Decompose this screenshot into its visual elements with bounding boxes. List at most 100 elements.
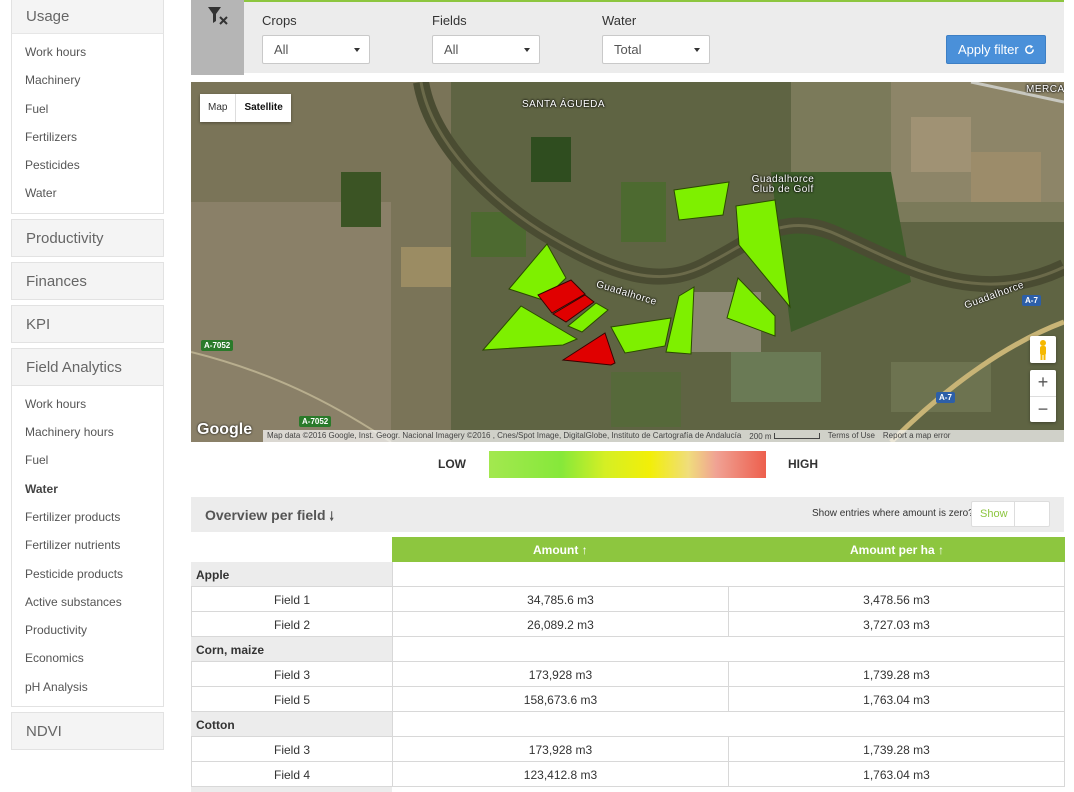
terms-of-use-link[interactable]: Terms of Use xyxy=(827,431,875,440)
field-name: Field 4 xyxy=(191,762,393,787)
road-badge: A-7052 xyxy=(299,416,332,427)
sidebar-item-fa-water[interactable]: Water xyxy=(25,481,58,496)
sidebar-group-kpi[interactable]: KPI xyxy=(11,304,164,343)
pegman-icon xyxy=(1040,340,1046,360)
amount-per-ha-cell: 1,739.28 m3 xyxy=(728,662,1065,687)
overview-title[interactable]: Overview per field 🠓 xyxy=(205,507,334,523)
street-view-pegman[interactable] xyxy=(1030,336,1056,363)
table-row: Field 3 173,928 m3 1,739.28 m3 xyxy=(191,662,1065,687)
arrow-up-icon: ↑ xyxy=(581,543,588,557)
sidebar-group-ndvi[interactable]: NDVI xyxy=(11,712,164,751)
field-polygon xyxy=(561,332,616,366)
chevron-down-icon xyxy=(694,48,700,52)
crop-group-row: Cotton xyxy=(191,712,1065,737)
sidebar-item-fa-ph-analysis[interactable]: pH Analysis xyxy=(25,679,88,694)
field-polygon xyxy=(552,294,595,323)
report-map-error-link[interactable]: Report a map error xyxy=(882,431,951,440)
field-name: Field 5 xyxy=(191,687,393,712)
apply-filter-label: Apply filter xyxy=(958,42,1019,57)
sidebar-item-fa-economics[interactable]: Economics xyxy=(25,651,84,666)
field-polygon xyxy=(481,305,579,351)
sidebar-group-usage[interactable]: Usage xyxy=(11,0,164,34)
column-header-amount[interactable]: Amount ↑ xyxy=(533,543,588,557)
usage-submenu: Work hours Machinery Fuel Fertilizers Pe… xyxy=(11,34,164,214)
sidebar-group-field-analytics[interactable]: Field Analytics xyxy=(11,347,164,386)
amount-per-ha-cell: 1,739.28 m3 xyxy=(728,737,1065,762)
chevron-down-icon xyxy=(524,48,530,52)
table-row: Field 3 173,928 m3 1,739.28 m3 xyxy=(191,737,1065,762)
legend-gradient xyxy=(489,451,766,478)
sidebar-item-fa-work-hours[interactable]: Work hours xyxy=(25,396,87,411)
amount-cell: 34,785.6 m3 xyxy=(392,587,729,612)
satellite-map[interactable]: Map Satellite SANTA ÁGUEDA Guadalhorce G… xyxy=(191,82,1064,442)
amount-per-ha-cell: 3,478.56 m3 xyxy=(728,587,1065,612)
field-polygon xyxy=(673,181,730,221)
show-zero-toggle[interactable]: Show xyxy=(971,501,1050,527)
map-attribution-text: Map data ©2016 Google, Inst. Geogr. Naci… xyxy=(267,431,742,440)
sidebar-item-fa-productivity[interactable]: Productivity xyxy=(25,623,88,638)
filter-bar: Crops All Fields All Water Total Apply f… xyxy=(191,0,1064,75)
sidebar-item-fa-pesticide-products[interactable]: Pesticide products xyxy=(25,566,124,581)
sidebar-group-productivity[interactable]: Productivity xyxy=(11,218,164,257)
field-name: Field 2 xyxy=(191,612,393,637)
fields-select[interactable]: All xyxy=(432,35,540,64)
sidebar-item-pesticides[interactable]: Pesticides xyxy=(25,158,80,173)
legend-high-label: HIGH xyxy=(788,457,818,471)
water-label: Water xyxy=(602,13,637,28)
map-label-town: SANTA ÁGUEDA xyxy=(522,99,606,110)
sidebar: Usage Work hours Machinery Fuel Fertiliz… xyxy=(11,0,164,751)
amount-cell: 158,673.6 m3 xyxy=(392,687,729,712)
column-header-amount-per-ha[interactable]: Amount per ha ↑ xyxy=(850,543,945,557)
crops-select-value: All xyxy=(274,42,289,57)
road-badge: A-7052 xyxy=(201,340,234,351)
field-polygon xyxy=(567,302,609,333)
fields-select-value: All xyxy=(444,42,459,57)
road-badge: A-7 xyxy=(936,392,955,403)
map-label-golf: Guadalhorce Club de Golf xyxy=(751,174,815,195)
sidebar-item-fa-fuel[interactable]: Fuel xyxy=(25,453,49,468)
sidebar-item-work-hours[interactable]: Work hours xyxy=(25,45,87,59)
field-polygon xyxy=(735,199,791,309)
zoom-in-button[interactable]: + xyxy=(1037,372,1049,392)
crops-select[interactable]: All xyxy=(262,35,370,64)
table-row: Field 4 123,412.8 m3 1,763.04 m3 xyxy=(191,762,1065,787)
arrow-up-icon: ↑ xyxy=(938,543,945,557)
sidebar-item-fa-fertilizer-nutrients[interactable]: Fertilizer nutrients xyxy=(25,538,121,553)
sidebar-item-fa-active-substances[interactable]: Active substances xyxy=(25,594,122,609)
sidebar-item-fuel[interactable]: Fuel xyxy=(25,101,49,116)
amount-cell: 123,412.8 m3 xyxy=(392,762,729,787)
zoom-control: + − xyxy=(1030,370,1056,422)
road-badge: A-7 xyxy=(1022,295,1041,306)
field-polygon xyxy=(508,243,567,301)
amount-cell: 26,089.2 m3 xyxy=(392,612,729,637)
google-logo: Google xyxy=(197,421,253,438)
field-name: Field 3 xyxy=(191,662,393,687)
filter-clear-icon xyxy=(208,7,228,25)
apply-filter-button[interactable]: Apply filter xyxy=(946,35,1046,64)
map-type-satellite-button[interactable]: Satellite xyxy=(235,94,290,122)
map-type-map-button[interactable]: Map xyxy=(208,102,228,113)
field-name: Field 3 xyxy=(191,737,393,762)
amount-cell: 173,928 m3 xyxy=(392,737,729,762)
crop-name: Cotton xyxy=(191,712,392,737)
zoom-out-button[interactable]: − xyxy=(1030,396,1056,422)
map-scale: 200 m xyxy=(749,431,820,442)
clear-filter-button[interactable] xyxy=(191,0,244,75)
sidebar-item-fa-fertilizer-products[interactable]: Fertilizer products xyxy=(25,509,121,524)
water-select-value: Total xyxy=(614,42,642,57)
sidebar-item-machinery[interactable]: Machinery xyxy=(25,73,81,88)
table-header: Amount ↑ Amount per ha ↑ xyxy=(392,537,1065,562)
sidebar-item-fertilizers[interactable]: Fertilizers xyxy=(25,129,78,144)
amount-cell: 173,928 m3 xyxy=(392,662,729,687)
zero-entries-label: Show entries where amount is zero? xyxy=(812,508,974,519)
sidebar-item-fa-machinery-hours[interactable]: Machinery hours xyxy=(25,425,114,440)
refresh-icon xyxy=(1025,44,1035,54)
table-row: Field 1 34,785.6 m3 3,478.56 m3 xyxy=(191,587,1065,612)
table-row: Field 5 158,673.6 m3 1,763.04 m3 xyxy=(191,687,1065,712)
sidebar-item-water[interactable]: Water xyxy=(25,186,57,201)
field-polygon xyxy=(726,277,776,337)
field-polygons[interactable] xyxy=(481,181,791,366)
amount-per-ha-cell: 1,763.04 m3 xyxy=(728,762,1065,787)
sidebar-group-finances[interactable]: Finances xyxy=(11,261,164,300)
water-select[interactable]: Total xyxy=(602,35,710,64)
